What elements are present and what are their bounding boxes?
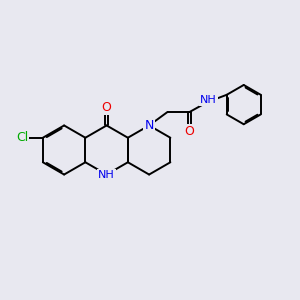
Text: O: O [102, 100, 112, 114]
Text: Cl: Cl [16, 131, 28, 144]
Text: NH: NH [98, 169, 115, 179]
Text: N: N [144, 119, 154, 132]
Text: O: O [185, 125, 194, 138]
Text: NH: NH [200, 95, 217, 105]
